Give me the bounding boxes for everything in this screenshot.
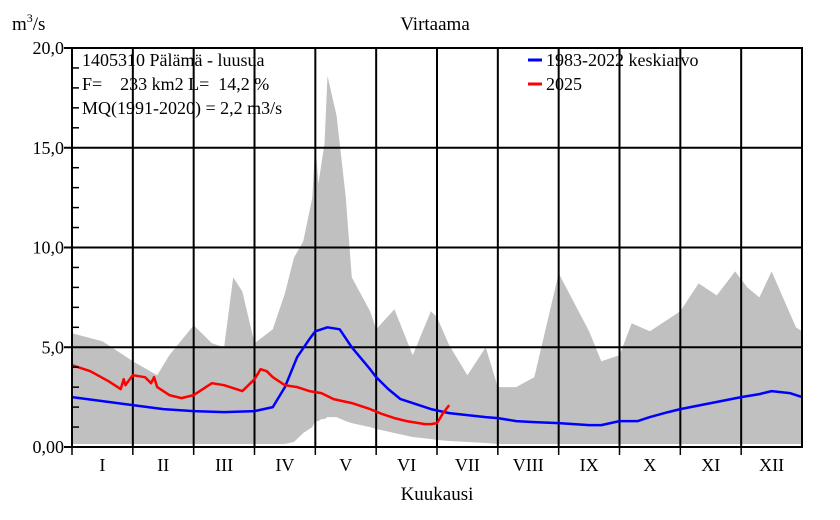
grid-lines	[72, 48, 802, 447]
x-tick-label: VI	[397, 455, 416, 475]
x-tick-label: IX	[580, 455, 599, 475]
series-line-average	[71, 326, 803, 427]
x-axis-ticks: I II III IV V VI VII VIII IX X XI XII	[71, 447, 784, 475]
legend-label-2025: 2025	[546, 74, 582, 94]
y-axis-unit-exponent: 3	[27, 11, 33, 25]
station-info-line-1: 1405310 Pälämä - luusua	[82, 50, 264, 70]
y-tick-label: 0,00	[33, 437, 65, 457]
x-tick-label: IV	[275, 455, 294, 475]
x-tick-label: VIII	[513, 455, 544, 475]
y-tick-label: 20,0	[33, 38, 65, 58]
chart-title: Virtaama	[400, 14, 470, 35]
x-tick-label: V	[339, 455, 352, 475]
series-lines	[71, 326, 803, 427]
y-tick-label: 15,0	[33, 138, 65, 158]
y-axis-unit: m3/s	[12, 11, 45, 35]
x-axis-label: Kuukausi	[401, 484, 474, 505]
station-info-line-2: F= 233 km2 L= 14,2 %	[82, 74, 269, 94]
legend: 1983-2022 keskiarvo 2025	[528, 50, 698, 94]
station-info: 1405310 Pälämä - luusua F= 233 km2 L= 14…	[82, 50, 282, 119]
x-tick-label: X	[643, 455, 656, 475]
x-tick-label: III	[215, 455, 233, 475]
y-tick-label: 10,0	[33, 238, 65, 258]
station-info-line-3: MQ(1991-2020) = 2,2 m3/s	[82, 98, 282, 119]
x-tick-label: II	[157, 455, 169, 475]
y-tick-label: 5,0	[42, 337, 65, 357]
plot-area	[71, 47, 803, 448]
legend-label-average: 1983-2022 keskiarvo	[546, 50, 698, 70]
x-tick-label: XII	[759, 455, 784, 475]
x-tick-label: I	[99, 455, 105, 475]
x-tick-label: XI	[701, 455, 720, 475]
series-line-2025	[71, 364, 451, 426]
y-axis-ticks: 0,00 5,0 10,0 15,0 20,0	[33, 38, 79, 457]
x-tick-label: VII	[455, 455, 480, 475]
